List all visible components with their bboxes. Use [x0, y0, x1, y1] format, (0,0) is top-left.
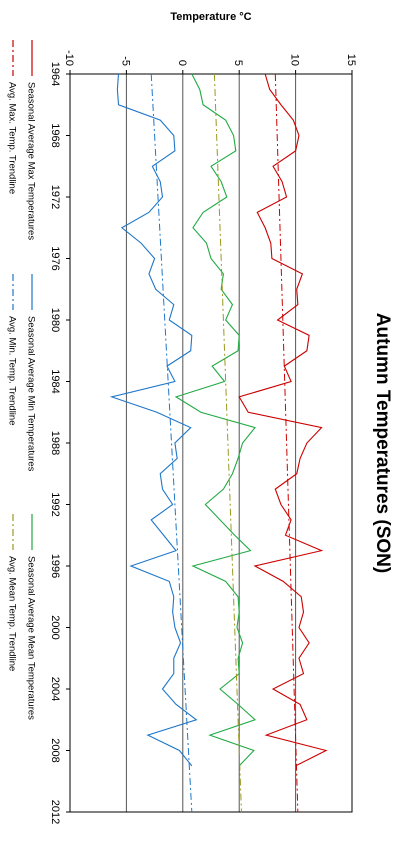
y-tick-label: 10: [289, 54, 301, 66]
series-line-5: [150, 73, 193, 813]
x-tick-label: 2000: [49, 615, 61, 639]
x-tick-label: 1980: [49, 308, 61, 332]
y-tick-label: -10: [63, 50, 75, 66]
y-tick-label: 0: [176, 60, 188, 66]
legend-label: Avg. Max. Temp. Trendline: [7, 82, 18, 194]
x-tick-label: 2008: [49, 738, 61, 762]
x-tick-label: 2004: [49, 677, 61, 701]
x-tick-label: 2012: [49, 800, 61, 824]
legend-label: Seasonal Average Mean Temperatures: [26, 556, 37, 720]
legend-label: Seasonal Average Max Temperatures: [26, 82, 37, 240]
y-tick-label: 15: [345, 54, 357, 66]
legend-label: Avg. Mean Temp. Trendline: [7, 556, 18, 671]
legend-label: Seasonal Average Min Temperatures: [26, 316, 37, 472]
plot-area: [69, 73, 353, 813]
x-tick-label: 1968: [49, 123, 61, 147]
series-line-6: [213, 73, 242, 813]
chart-title: Autumn Temperatures (SON): [372, 313, 393, 573]
series-line-2: [109, 73, 198, 767]
x-tick-label: 1964: [49, 62, 61, 86]
series-line-1: [238, 73, 328, 767]
x-tick-label: 1976: [49, 246, 61, 270]
series-line-4: [274, 73, 299, 813]
x-tick-label: 1988: [49, 431, 61, 455]
x-tick-label: 1972: [49, 185, 61, 209]
series-line-3: [174, 73, 257, 767]
x-tick-label: 1984: [49, 369, 61, 393]
y-axis-label: Temperature °C: [170, 11, 251, 23]
y-tick-label: -5: [119, 56, 131, 66]
x-tick-label: 1992: [49, 492, 61, 516]
y-tick-label: 5: [232, 60, 244, 66]
chart-group: Autumn Temperatures (SON) -10 -5 0 5 10 15 1964…: [7, 11, 394, 824]
legend-label: Avg. Min. Temp. Trendline: [7, 316, 18, 425]
x-tick-label: 1996: [49, 554, 61, 578]
